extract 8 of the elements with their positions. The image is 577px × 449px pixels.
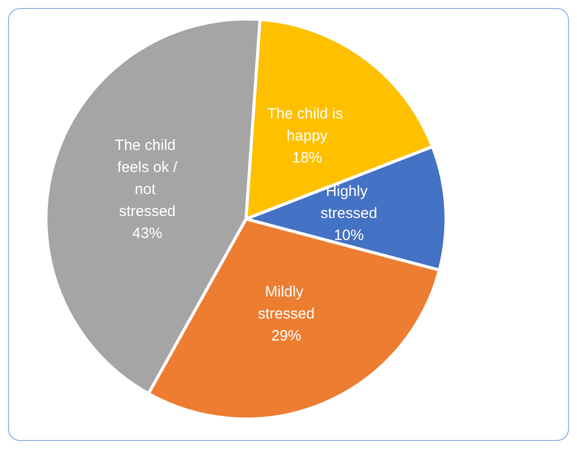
data-label: 10% bbox=[334, 226, 364, 244]
slice-label: Highly stressed bbox=[320, 182, 378, 222]
slice-label: The child feels ok /not stressed bbox=[114, 137, 180, 220]
data-label: 43% bbox=[132, 225, 162, 242]
data-label: 18% bbox=[292, 150, 322, 167]
slice-label: Mildly stressed bbox=[258, 283, 315, 322]
slice-label: The child is happy bbox=[267, 106, 348, 145]
data-label: 29% bbox=[271, 327, 302, 344]
